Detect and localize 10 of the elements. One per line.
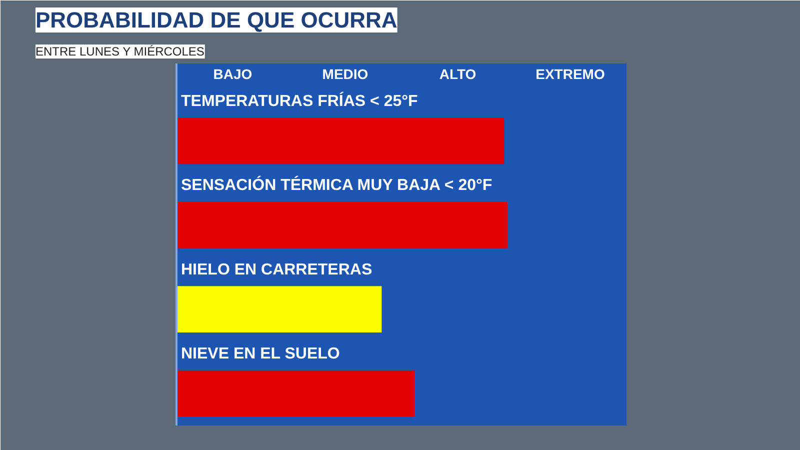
annotation: BAJO [213,66,252,82]
annotation: ALTO [439,66,476,82]
y-tick-label: TEMPERATURAS FRÍAS < 25°F [181,90,418,110]
text: EXTREMO [536,66,605,82]
annotation: MEDIO [322,66,368,82]
y-tick-label: NIEVE EN EL SUELO [181,345,340,362]
chart-title: PROBABILIDAD DE QUE OCURRA [36,8,398,32]
y-tick-label: HIELO EN CARRETERAS [181,261,372,278]
chart-subtitle: ENTRE LUNES Y MIÉRCOLES [36,44,204,58]
y-tick-label: SENSACIÓN TÉRMICA MUY BAJA < 20°F [181,175,492,194]
